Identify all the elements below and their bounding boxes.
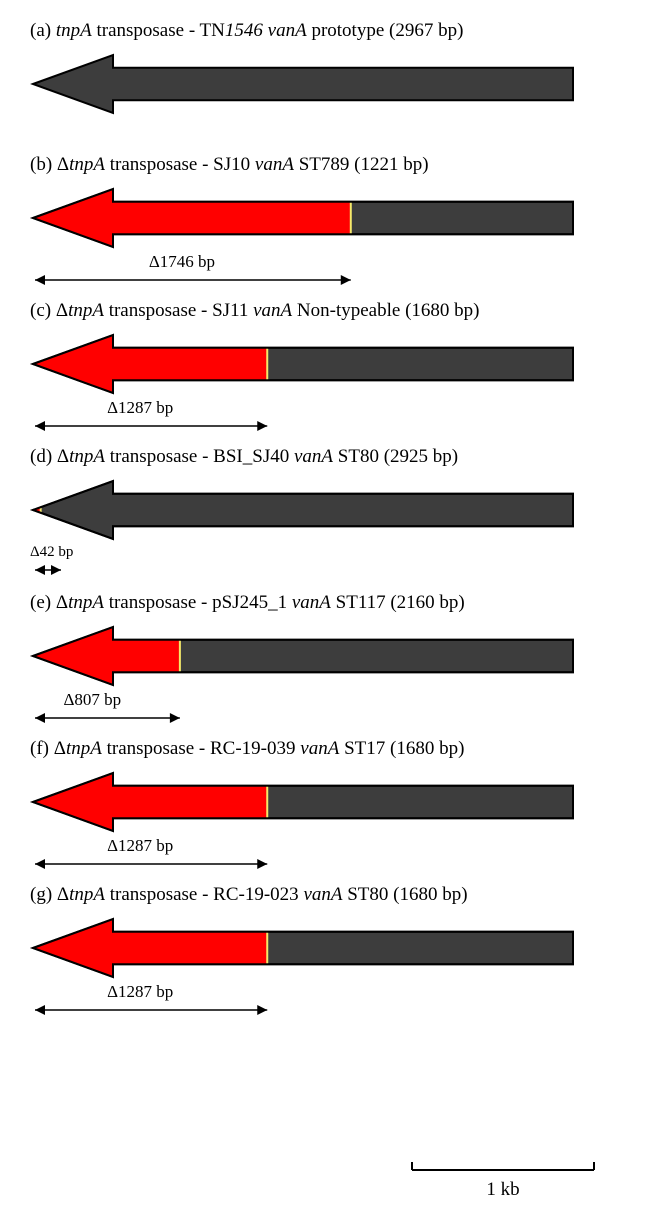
panel-c: (c) ΔtnpA transposase - SJ11 vanA Non-ty… xyxy=(30,300,628,438)
panel-title: (c) ΔtnpA transposase - SJ11 vanA Non-ty… xyxy=(30,300,628,322)
figure-root: (a) tnpA transposase - TN1546 vanA proto… xyxy=(30,20,628,1022)
gene-arrow xyxy=(30,52,628,114)
panel-title: (a) tnpA transposase - TN1546 vanA proto… xyxy=(30,20,628,42)
scale-label: 1 kb xyxy=(410,1179,596,1201)
deletion-indicator: Δ1287 bp xyxy=(30,982,628,1022)
panel-letter: (e) xyxy=(30,592,51,613)
panel-g: (g) ΔtnpA transposase - RC-19-023 vanA S… xyxy=(30,884,628,1022)
gene-name: tnpA xyxy=(68,592,104,613)
panel-f: (f) ΔtnpA transposase - RC-19-039 vanA S… xyxy=(30,738,628,876)
panel-b: (b) ΔtnpA transposase - SJ10 vanA ST789 … xyxy=(30,154,628,292)
title-suffix: ST17 (1680 bp) xyxy=(339,738,464,759)
gene-name: tnpA xyxy=(69,154,105,175)
panel-a: (a) tnpA transposase - TN1546 vanA proto… xyxy=(30,20,628,146)
deletion-label: Δ1287 bp xyxy=(107,398,173,418)
panel-title: (b) ΔtnpA transposase - SJ10 vanA ST789 … xyxy=(30,154,628,176)
gene-arrow xyxy=(30,624,628,686)
deletion-label: Δ1287 bp xyxy=(107,982,173,1002)
panel-e: (e) ΔtnpA transposase - pSJ245_1 vanA ST… xyxy=(30,592,628,730)
deletion-indicator: Δ1287 bp xyxy=(30,398,628,438)
deletion-indicator: Δ42 bp xyxy=(30,544,628,584)
title-mid: transposase - pSJ245_1 xyxy=(104,592,292,613)
gene-arrow xyxy=(30,770,628,832)
gene-arrow xyxy=(30,916,628,978)
gene-arrow xyxy=(30,186,628,248)
title-suffix: Non-typeable (1680 bp) xyxy=(292,300,479,321)
scale-bar: 1 kb xyxy=(410,1158,596,1201)
panel-letter: (f) xyxy=(30,738,49,759)
delta-prefix: Δ xyxy=(54,738,66,759)
panel-title: (e) ΔtnpA transposase - pSJ245_1 vanA ST… xyxy=(30,592,628,614)
title-mid: transposase - RC-19-039 xyxy=(102,738,300,759)
delta-prefix: Δ xyxy=(57,884,69,905)
panel-title: (f) ΔtnpA transposase - RC-19-039 vanA S… xyxy=(30,738,628,760)
title-suffix: ST789 (1221 bp) xyxy=(294,154,429,175)
title-italic2: vanA xyxy=(255,154,294,175)
gene-arrow xyxy=(30,478,628,540)
delta-prefix: Δ xyxy=(56,592,68,613)
panel-letter: (d) xyxy=(30,446,52,467)
panel-letter: (b) xyxy=(30,154,52,175)
deletion-label: Δ42 bp xyxy=(30,544,73,561)
title-suffix: ST80 (2925 bp) xyxy=(333,446,458,467)
gene-name: tnpA xyxy=(56,20,92,41)
panel-letter: (a) xyxy=(30,20,51,41)
deletion-indicator: Δ1746 bp xyxy=(30,252,628,292)
panel-title: (d) ΔtnpA transposase - BSI_SJ40 vanA ST… xyxy=(30,446,628,468)
title-mid: transposase - RC-19-023 xyxy=(105,884,303,905)
panel-d: (d) ΔtnpA transposase - BSI_SJ40 vanA ST… xyxy=(30,446,628,584)
deletion-label: Δ807 bp xyxy=(63,690,121,710)
title-italic2: 1546 vanA xyxy=(225,20,307,41)
title-mid: transposase - BSI_SJ40 xyxy=(105,446,294,467)
title-suffix: ST117 (2160 bp) xyxy=(331,592,465,613)
title-italic2: vanA xyxy=(294,446,333,467)
gene-name: tnpA xyxy=(69,884,105,905)
deletion-indicator: Δ807 bp xyxy=(30,690,628,730)
gene-arrow xyxy=(30,332,628,394)
title-italic2: vanA xyxy=(253,300,292,321)
title-mid: transposase - SJ10 xyxy=(105,154,255,175)
gene-name: tnpA xyxy=(66,738,102,759)
deletion-label: Δ1287 bp xyxy=(107,836,173,856)
title-mid: transposase - SJ11 xyxy=(104,300,253,321)
delta-prefix: Δ xyxy=(56,300,68,321)
title-italic2: vanA xyxy=(303,884,342,905)
title-mid: transposase - TN xyxy=(92,20,225,41)
gene-name: tnpA xyxy=(68,300,104,321)
gene-name: tnpA xyxy=(69,446,105,467)
title-italic2: vanA xyxy=(292,592,331,613)
panel-letter: (c) xyxy=(30,300,51,321)
title-suffix: prototype (2967 bp) xyxy=(307,20,464,41)
title-italic2: vanA xyxy=(300,738,339,759)
deletion-label: Δ1746 bp xyxy=(149,252,215,272)
title-suffix: ST80 (1680 bp) xyxy=(342,884,467,905)
delta-prefix: Δ xyxy=(57,446,69,467)
delta-prefix: Δ xyxy=(57,154,69,175)
scale-bar-svg xyxy=(410,1158,596,1176)
panel-title: (g) ΔtnpA transposase - RC-19-023 vanA S… xyxy=(30,884,628,906)
deletion-indicator: Δ1287 bp xyxy=(30,836,628,876)
panel-letter: (g) xyxy=(30,884,52,905)
